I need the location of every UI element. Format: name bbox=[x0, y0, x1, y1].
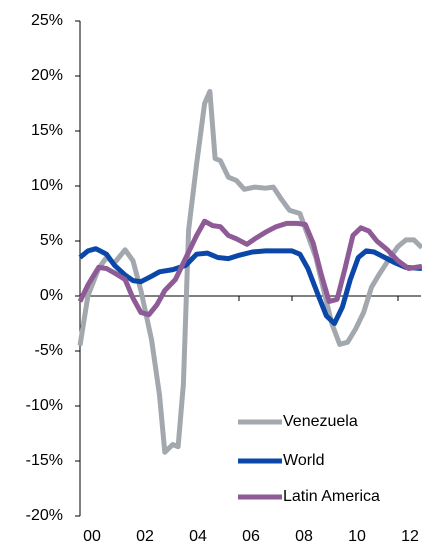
x-tick-label: 04 bbox=[189, 528, 207, 545]
y-tick-label: -20% bbox=[26, 507, 63, 524]
series-line bbox=[78, 246, 422, 326]
y-tick-label: -15% bbox=[26, 452, 63, 469]
x-tick-label: 06 bbox=[242, 528, 260, 545]
y-tick-label: 10% bbox=[31, 177, 63, 194]
x-tick-label: 10 bbox=[348, 528, 366, 545]
series-line bbox=[77, 218, 422, 318]
x-tick-label: 08 bbox=[295, 528, 313, 545]
y-tick-label: 20% bbox=[31, 67, 63, 84]
x-tick-label: 00 bbox=[83, 528, 101, 545]
y-tick-label: 15% bbox=[31, 122, 63, 139]
series-line bbox=[77, 88, 422, 455]
x-tick-label: 12 bbox=[401, 528, 419, 545]
legend-label: Venezuela bbox=[283, 413, 358, 430]
y-tick-label: 0% bbox=[40, 287, 63, 304]
legend-label: World bbox=[283, 452, 325, 469]
y-tick-label: -10% bbox=[26, 397, 63, 414]
y-tick-label: 5% bbox=[40, 232, 63, 249]
x-tick-label: 02 bbox=[136, 528, 154, 545]
legend-label: Latin America bbox=[283, 488, 380, 505]
y-tick-label: -5% bbox=[35, 342, 63, 359]
y-tick-label: 25% bbox=[31, 12, 63, 29]
